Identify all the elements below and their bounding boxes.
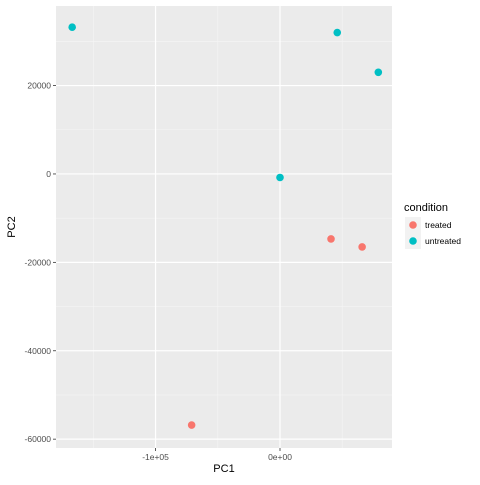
x-axis-title: PC1	[213, 463, 234, 475]
x-tick-label: -1e+05	[142, 452, 169, 462]
data-point-untreated	[333, 28, 342, 37]
x-axis-ticks: -1e+05 0e+00	[142, 448, 292, 462]
legend-marker-treated	[409, 221, 417, 229]
x-tick-label: 0e+00	[268, 452, 292, 462]
data-point-untreated	[374, 68, 383, 77]
y-axis-ticks: -60000 -40000 -20000 0 20000	[25, 81, 56, 444]
y-tick-label: 20000	[27, 81, 51, 91]
y-axis-title: PC2	[6, 216, 18, 237]
plot-panel	[56, 6, 392, 448]
legend-marker-untreated	[409, 237, 417, 245]
legend-title: condition	[404, 202, 448, 214]
y-tick-label: -60000	[25, 434, 52, 444]
y-tick-label: -40000	[25, 346, 52, 356]
legend: condition treated untreated	[404, 202, 461, 249]
data-point-untreated	[276, 173, 284, 182]
data-point-treated	[327, 235, 335, 243]
legend-label-untreated: untreated	[425, 236, 461, 246]
minor-gridlines	[56, 6, 392, 448]
y-tick-label: -20000	[25, 257, 52, 267]
data-points	[68, 23, 383, 429]
y-tick-label: 0	[46, 169, 51, 179]
data-point-treated	[187, 421, 196, 429]
data-point-untreated	[68, 23, 76, 32]
legend-label-treated: treated	[425, 220, 452, 230]
major-gridlines	[56, 6, 392, 448]
data-point-treated	[358, 243, 366, 251]
